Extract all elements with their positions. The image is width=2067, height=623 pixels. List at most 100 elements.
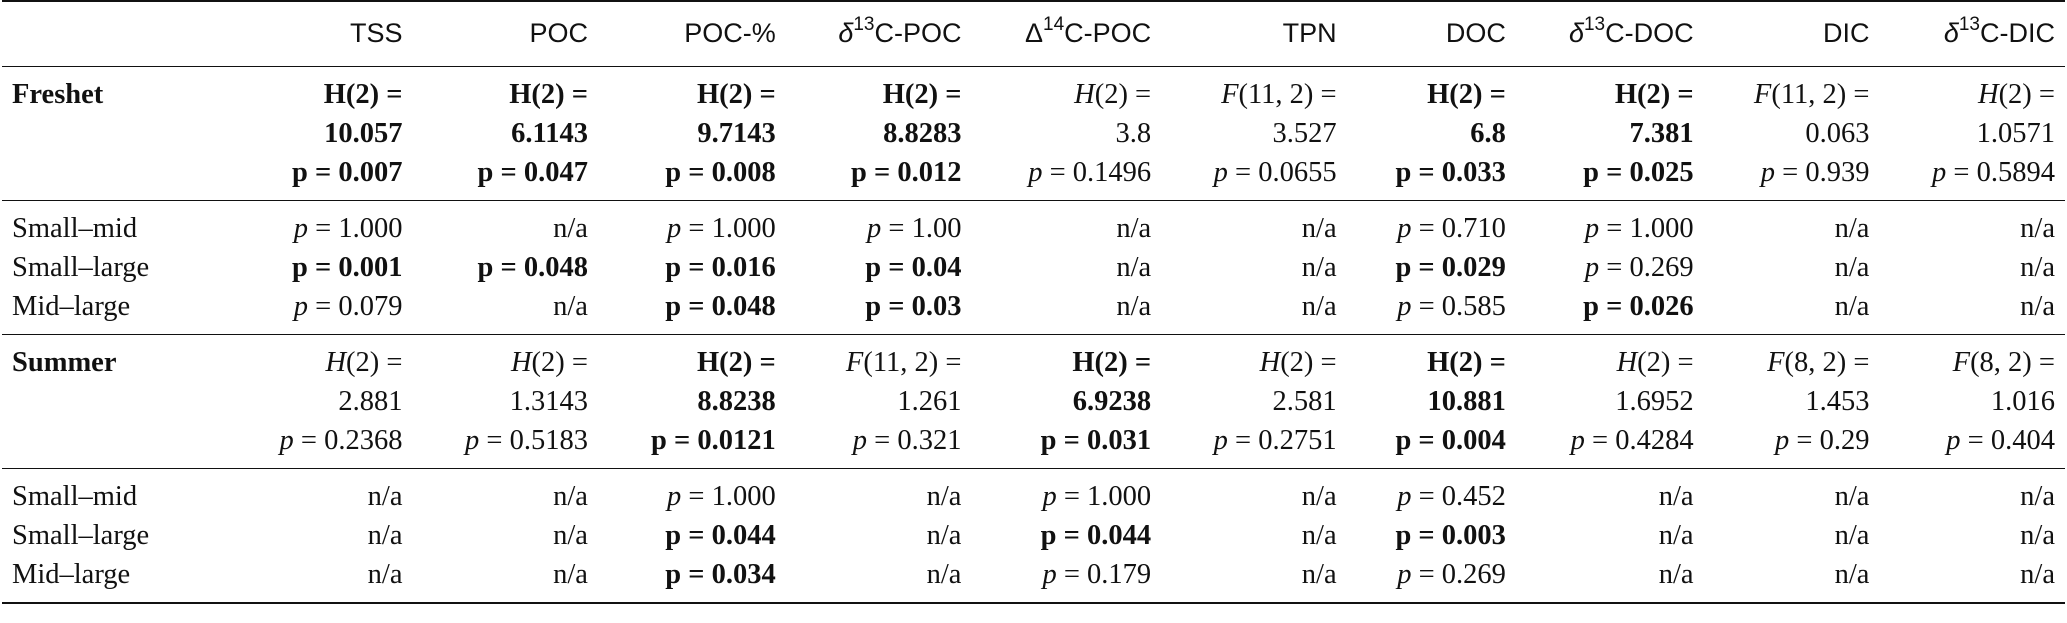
season-label: Summer xyxy=(2,334,227,469)
pairwise-cell: p = 0.026 xyxy=(1583,291,1694,322)
pairwise-cell: p = 0.034 xyxy=(597,555,786,604)
pairwise-cell: p = 0.001 xyxy=(292,252,403,283)
pairwise-cell: p = 1.000 xyxy=(1515,200,1704,248)
pair-label: Small–large xyxy=(12,520,150,551)
test-statistic-cell: H(2) = 6.8 p = 0.033 xyxy=(1346,66,1516,201)
pairwise-cell: p = 1.000 xyxy=(597,200,786,248)
header-d13c-dic: δ13C-DIC xyxy=(1879,0,2065,67)
test-statistic-l1: H(2) = xyxy=(882,79,962,110)
test-statistic-l1: H(2) = xyxy=(696,347,776,378)
test-statistic-l1: F(11, 2) = xyxy=(1753,79,1870,110)
test-statistic-cell: H(2) = 6.1143 p = 0.047 xyxy=(412,66,598,201)
test-statistic-l1: H(2) = xyxy=(1074,79,1152,110)
pairwise-cell: p = 0.044 xyxy=(665,520,776,551)
pairwise-cell: p = 1.000 xyxy=(227,200,413,248)
test-statistic-l1: H(2) = xyxy=(323,79,403,110)
header-dic: DIC xyxy=(1703,0,1880,67)
test-statistic-l3: p = 0.033 xyxy=(1395,157,1506,188)
table-row: Small–mid p = 1.000 n/a p = 1.000 p = 1.00 n/… xyxy=(2,200,2065,248)
test-statistic-l3: p = 0.031 xyxy=(1040,425,1152,456)
table-row: Summer H(2) = 2.881 p = 0.2368 H(2) = 1.3143 p… xyxy=(2,334,2065,469)
pairwise-cell: p = 0.03 xyxy=(865,291,962,322)
test-statistic-l3: p = 0.012 xyxy=(851,157,962,188)
pairwise-cell: n/a xyxy=(1879,468,2065,516)
pairwise-cell: n/a xyxy=(227,555,413,604)
test-statistic-l2: 10.881 xyxy=(1427,386,1506,417)
pairwise-cell: n/a xyxy=(2020,291,2055,322)
pairwise-cell: n/a xyxy=(1834,291,1870,322)
test-statistic-cell: H(2) = 10.881 p = 0.004 xyxy=(1346,334,1516,469)
test-statistic-l2: 6.1143 xyxy=(511,118,588,149)
pairwise-cell: p = 0.048 xyxy=(477,252,588,283)
table-row: Small–large p = 0.001 p = 0.048 p = 0.016 p … xyxy=(2,248,2065,287)
test-statistic-cell: H(2) = 8.8283 p = 0.012 xyxy=(785,66,972,201)
test-statistic-l3: p = 0.0121 xyxy=(651,425,776,456)
test-statistic-cell: F(8, 2) = 1.453 p = 0.29 xyxy=(1703,334,1880,469)
header-d13c-poc: δ13C-POC xyxy=(785,0,972,67)
pairwise-cell: p = 0.003 xyxy=(1395,520,1506,551)
pairwise-cell: n/a xyxy=(1834,252,1870,283)
test-statistic-l1: H(2) = xyxy=(1427,347,1506,378)
header-D14c-poc: Δ14C-POC xyxy=(971,0,1162,67)
header-poc-percent: POC-% xyxy=(597,0,786,67)
pairwise-cell: p = 0.585 xyxy=(1397,291,1506,322)
table-row: Mid–large p = 0.079 n/a p = 0.048 p = 0.03 n/… xyxy=(2,287,2065,335)
pair-label: Small–mid xyxy=(2,468,227,516)
table-header: TSS POC POC-% δ13C-POC Δ14C-POC TPN DOC … xyxy=(2,0,2065,67)
test-statistic-l3: p = 0.047 xyxy=(477,157,588,188)
pairwise-cell: n/a xyxy=(553,520,588,551)
test-statistic-cell: H(2) = 9.7143 p = 0.008 xyxy=(597,66,786,201)
table-row: Small–mid n/a n/a p = 1.000 n/a p = 1.000 n/a p… xyxy=(2,468,2065,516)
test-statistic-l2: 8.8283 xyxy=(883,118,962,149)
test-statistic-cell: F(11, 2) = 0.063 p = 0.939 xyxy=(1703,66,1880,201)
header-poc: POC xyxy=(412,0,598,67)
test-statistic-cell: H(2) = 10.057 p = 0.007 xyxy=(227,66,413,201)
pairwise-cell: p = 0.710 xyxy=(1346,200,1516,248)
pairwise-cell: n/a xyxy=(1116,291,1152,322)
test-statistic-l1: H(2) = xyxy=(325,347,403,378)
test-statistic-l2: 2.581 xyxy=(1272,386,1337,417)
season-label: Freshet xyxy=(2,66,227,201)
test-statistic-l3: p = 0.321 xyxy=(852,425,962,456)
test-statistic-l1: F(8, 2) = xyxy=(1952,347,2055,378)
test-statistic-l1: F(11, 2) = xyxy=(1221,79,1337,110)
pairwise-cell: p = 0.044 xyxy=(1040,520,1152,551)
test-statistic-l1: H(2) = xyxy=(1072,347,1152,378)
table-row: Mid–large n/a n/a p = 0.034 n/a p = 0.179 n/a p… xyxy=(2,555,2065,604)
pair-label: Mid–large xyxy=(12,291,131,322)
test-statistic-l2: 3.527 xyxy=(1272,118,1337,149)
pairwise-cell: n/a xyxy=(1161,468,1347,516)
test-statistic-l2: 1.0571 xyxy=(1976,118,2055,149)
test-statistic-l1: F(11, 2) = xyxy=(845,347,962,378)
test-statistic-l1: H(2) = xyxy=(1427,79,1506,110)
pairwise-cell: n/a xyxy=(1116,252,1152,283)
pairwise-cell: p = 0.016 xyxy=(665,252,776,283)
header-tss: TSS xyxy=(227,0,413,67)
pairwise-cell: n/a xyxy=(1301,252,1337,283)
test-statistic-l1: H(2) = xyxy=(1614,79,1694,110)
test-statistic-cell: H(2) = 2.581 p = 0.2751 xyxy=(1161,334,1347,469)
table-row: Freshet H(2) = 10.057 p = 0.007 H(2) = 6.1143… xyxy=(2,66,2065,201)
pairwise-cell: n/a xyxy=(1703,555,1880,604)
pairwise-cell: n/a xyxy=(1161,555,1347,604)
pairwise-cell: n/a xyxy=(1703,200,1880,248)
test-statistic-l3: p = 0.008 xyxy=(665,157,776,188)
pairwise-cell: n/a xyxy=(412,200,598,248)
test-statistic-l3: p = 0.939 xyxy=(1760,157,1870,188)
test-statistic-l2: 10.057 xyxy=(324,118,403,149)
pair-label: Small–large xyxy=(12,252,150,283)
test-statistic-l1: F(8, 2) = xyxy=(1767,347,1870,378)
pairwise-cell: n/a xyxy=(227,468,413,516)
pairwise-cell: n/a xyxy=(367,520,403,551)
pairwise-cell: p = 0.269 xyxy=(1584,252,1694,283)
test-statistic-cell: F(8, 2) = 1.016 p = 0.404 xyxy=(1879,334,2065,469)
test-statistic-l2: 7.381 xyxy=(1629,118,1694,149)
test-statistic-cell: F(11, 2) = 1.261 p = 0.321 xyxy=(785,334,972,469)
test-statistic-l3: p = 0.2368 xyxy=(279,425,403,456)
pairwise-cell: n/a xyxy=(412,555,598,604)
test-statistic-l2: 2.881 xyxy=(338,386,403,417)
header-row: TSS POC POC-% δ13C-POC Δ14C-POC TPN DOC … xyxy=(2,0,2065,67)
pairwise-cell: n/a xyxy=(1658,520,1694,551)
pairwise-cell: n/a xyxy=(412,468,598,516)
test-statistic-l2: 8.8238 xyxy=(697,386,776,417)
